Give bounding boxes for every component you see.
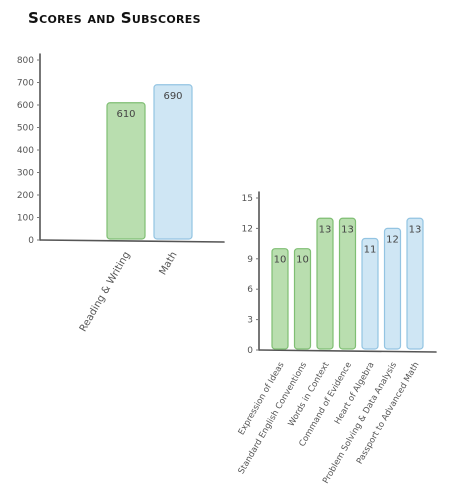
scores-bar [153,84,193,240]
scores-y-tick-label: 700 [17,79,34,89]
subscores-bar [383,227,402,350]
scores-y-tick-label: 400 [17,146,34,156]
scores-y-tick-label: 200 [17,191,34,201]
subscores-bar [293,248,312,350]
subscores-y-tick-label: 15 [242,194,253,204]
subscores-value-label: 13 [409,224,422,235]
scores-value-label: 610 [116,109,135,120]
scores-y-tick-label: 600 [17,101,34,111]
subscores-bar [406,217,424,350]
scores-y-tick-label: 300 [17,169,34,179]
scores-chart: 0 100 200 300 400 500 600 700 800 610 Reading & Wr… [17,53,225,334]
scores-bar [106,102,146,240]
subscores-bar [361,237,379,350]
subscores-x-axis [258,349,437,353]
subscores-y-tick-label: 0 [247,346,253,356]
subscores-y-tick-label: 12 [242,224,253,234]
subscores-value-label: 11 [364,245,377,256]
subscores-value-label: 13 [341,224,354,235]
subscores-value-label: 12 [386,234,399,245]
scores-y-tick-label: 100 [17,214,34,224]
scores-x-axis [39,239,225,243]
subscores-y-tick-label: 9 [247,255,253,265]
scores-category-label: Reading & Writing [78,250,133,334]
chart-title: Scores and Subscores [28,9,201,27]
scores-y-tick-label: 500 [17,124,34,134]
scores-y-tick-label: 800 [17,56,34,66]
subscores-value-label: 10 [296,255,309,266]
subscores-y-tick-label: 6 [247,285,253,295]
subscores-value-label: 10 [274,255,287,266]
scores-category-label: Math [158,250,180,277]
subscores-bar [271,248,289,350]
scores-y-tick-label: 0 [28,236,34,246]
scores-value-label: 690 [163,91,182,102]
subscores-y-tick-label: 3 [247,316,253,326]
subscores-bar [338,217,357,350]
subscores-bar [316,217,334,350]
subscores-value-label: 13 [319,224,332,235]
